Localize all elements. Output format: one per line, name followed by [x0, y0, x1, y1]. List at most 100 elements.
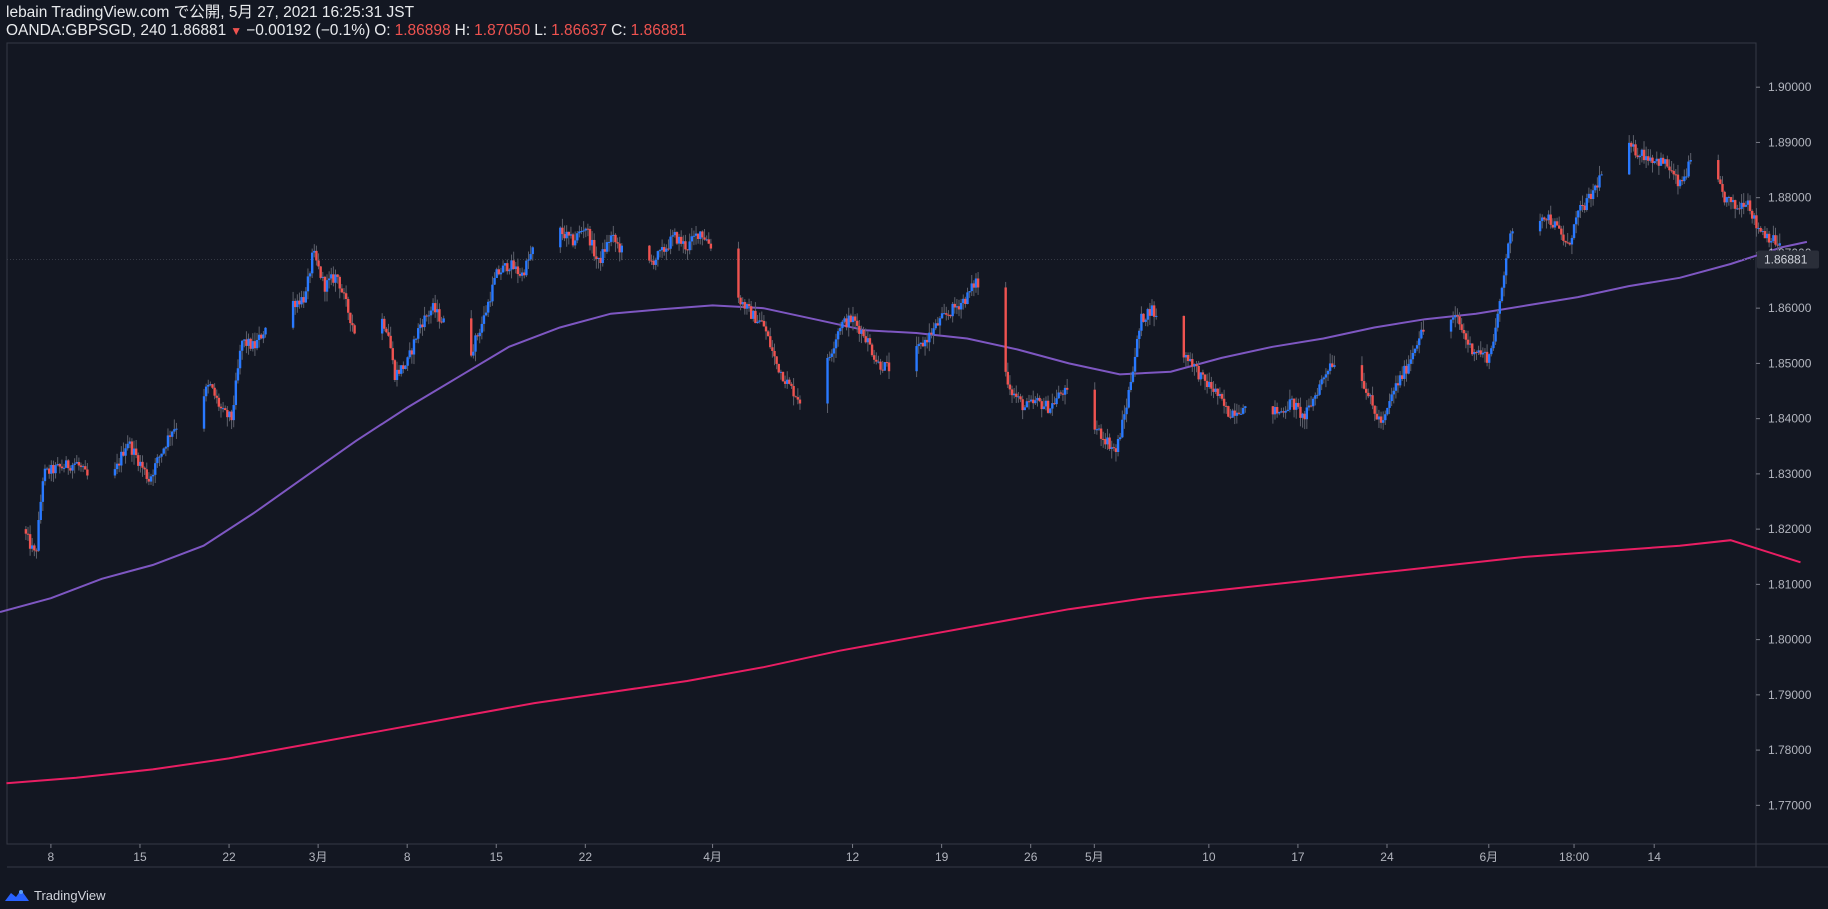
- candle: [1398, 375, 1402, 386]
- candle: [310, 252, 314, 274]
- candle: [1659, 157, 1663, 166]
- candle: [1583, 205, 1586, 210]
- candle: [1059, 392, 1063, 394]
- candle: [1774, 235, 1777, 245]
- candle: [414, 338, 418, 340]
- symbol-label[interactable]: OANDA:GBPSGD, 240: [6, 22, 167, 39]
- candle: [84, 466, 87, 470]
- candle: [487, 301, 490, 313]
- candle: [665, 248, 668, 252]
- candle: [474, 335, 477, 352]
- candle: [319, 266, 322, 278]
- candle: [1507, 243, 1510, 259]
- candle: [968, 291, 971, 293]
- candle: [586, 228, 590, 230]
- candle: [1324, 374, 1328, 378]
- candle: [158, 456, 161, 458]
- candle: [132, 448, 136, 455]
- candle: [868, 338, 872, 345]
- candle: [1757, 227, 1760, 229]
- candle: [798, 399, 802, 404]
- candle: [1543, 217, 1546, 220]
- candle: [565, 231, 568, 239]
- candle: [1670, 170, 1673, 172]
- candle: [955, 306, 959, 308]
- candle: [255, 340, 259, 349]
- brand-footer[interactable]: TradingView: [4, 887, 106, 903]
- candle: [796, 397, 800, 400]
- candle: [872, 355, 876, 360]
- candle: [1038, 397, 1041, 402]
- candle: [340, 288, 344, 293]
- candle: [917, 344, 920, 347]
- candle: [739, 297, 742, 305]
- candle: [794, 396, 797, 398]
- candle: [677, 236, 681, 244]
- candle: [1725, 197, 1728, 203]
- candle: [563, 234, 566, 239]
- candle: [569, 234, 573, 236]
- candle: [783, 381, 787, 384]
- high-value: 1.87050: [474, 22, 531, 39]
- candle: [1568, 242, 1571, 245]
- candle: [1055, 398, 1058, 405]
- candle: [1135, 338, 1139, 357]
- candle: [427, 315, 431, 317]
- candle: [173, 429, 176, 432]
- candle: [669, 236, 672, 249]
- time-axis[interactable]: 8 15 22 3月 8 15 22 4月 12 19 26 5月 10 17 24 6月 18:00 14: [48, 844, 1662, 864]
- candle: [1307, 405, 1311, 408]
- candle: [836, 331, 840, 340]
- candle: [688, 241, 691, 251]
- candle: [930, 332, 933, 335]
- candle: [1742, 202, 1745, 207]
- candle: [1012, 393, 1016, 396]
- candle: [828, 356, 831, 358]
- candle: [1384, 414, 1387, 421]
- candle: [618, 243, 621, 253]
- candle: [1292, 398, 1296, 410]
- candle: [883, 362, 886, 371]
- candle: [1231, 410, 1234, 418]
- candle: [1413, 348, 1417, 353]
- candle: [531, 247, 534, 255]
- candle: [1449, 319, 1453, 332]
- candle: [1418, 338, 1421, 346]
- candle: [1473, 351, 1476, 355]
- candle: [1027, 401, 1031, 403]
- candle: [790, 383, 793, 386]
- candle: [234, 380, 238, 406]
- candle: [1297, 402, 1300, 407]
- candle: [1551, 224, 1555, 228]
- candle: [516, 266, 520, 275]
- candle: [1734, 200, 1737, 209]
- price-axis[interactable]: 1.900001.890001.880001.870001.860001.850…: [1756, 80, 1812, 812]
- y-tick-label: 1.81000: [1768, 577, 1812, 591]
- candle: [648, 245, 651, 261]
- candle: [612, 234, 615, 236]
- candle: [1483, 351, 1487, 353]
- candle: [679, 236, 683, 244]
- candle: [792, 385, 795, 397]
- candle: [1222, 398, 1226, 406]
- candle: [1116, 439, 1120, 453]
- candle: [1290, 398, 1294, 400]
- candle: [160, 453, 163, 457]
- candle: [1237, 412, 1241, 414]
- candle: [781, 371, 785, 382]
- candle: [1627, 142, 1631, 175]
- candle: [932, 328, 935, 335]
- candle: [1392, 390, 1395, 395]
- candle: [764, 326, 768, 332]
- last-price: 1.86881: [170, 22, 227, 39]
- candle: [703, 237, 706, 240]
- x-tick-label: 22: [222, 850, 236, 864]
- candle: [769, 336, 772, 348]
- x-tick-label: 10: [1202, 850, 1216, 864]
- candle: [1362, 381, 1366, 389]
- candle: [298, 300, 301, 305]
- candle: [849, 315, 853, 323]
- candle: [510, 260, 513, 270]
- candle: [1750, 210, 1754, 219]
